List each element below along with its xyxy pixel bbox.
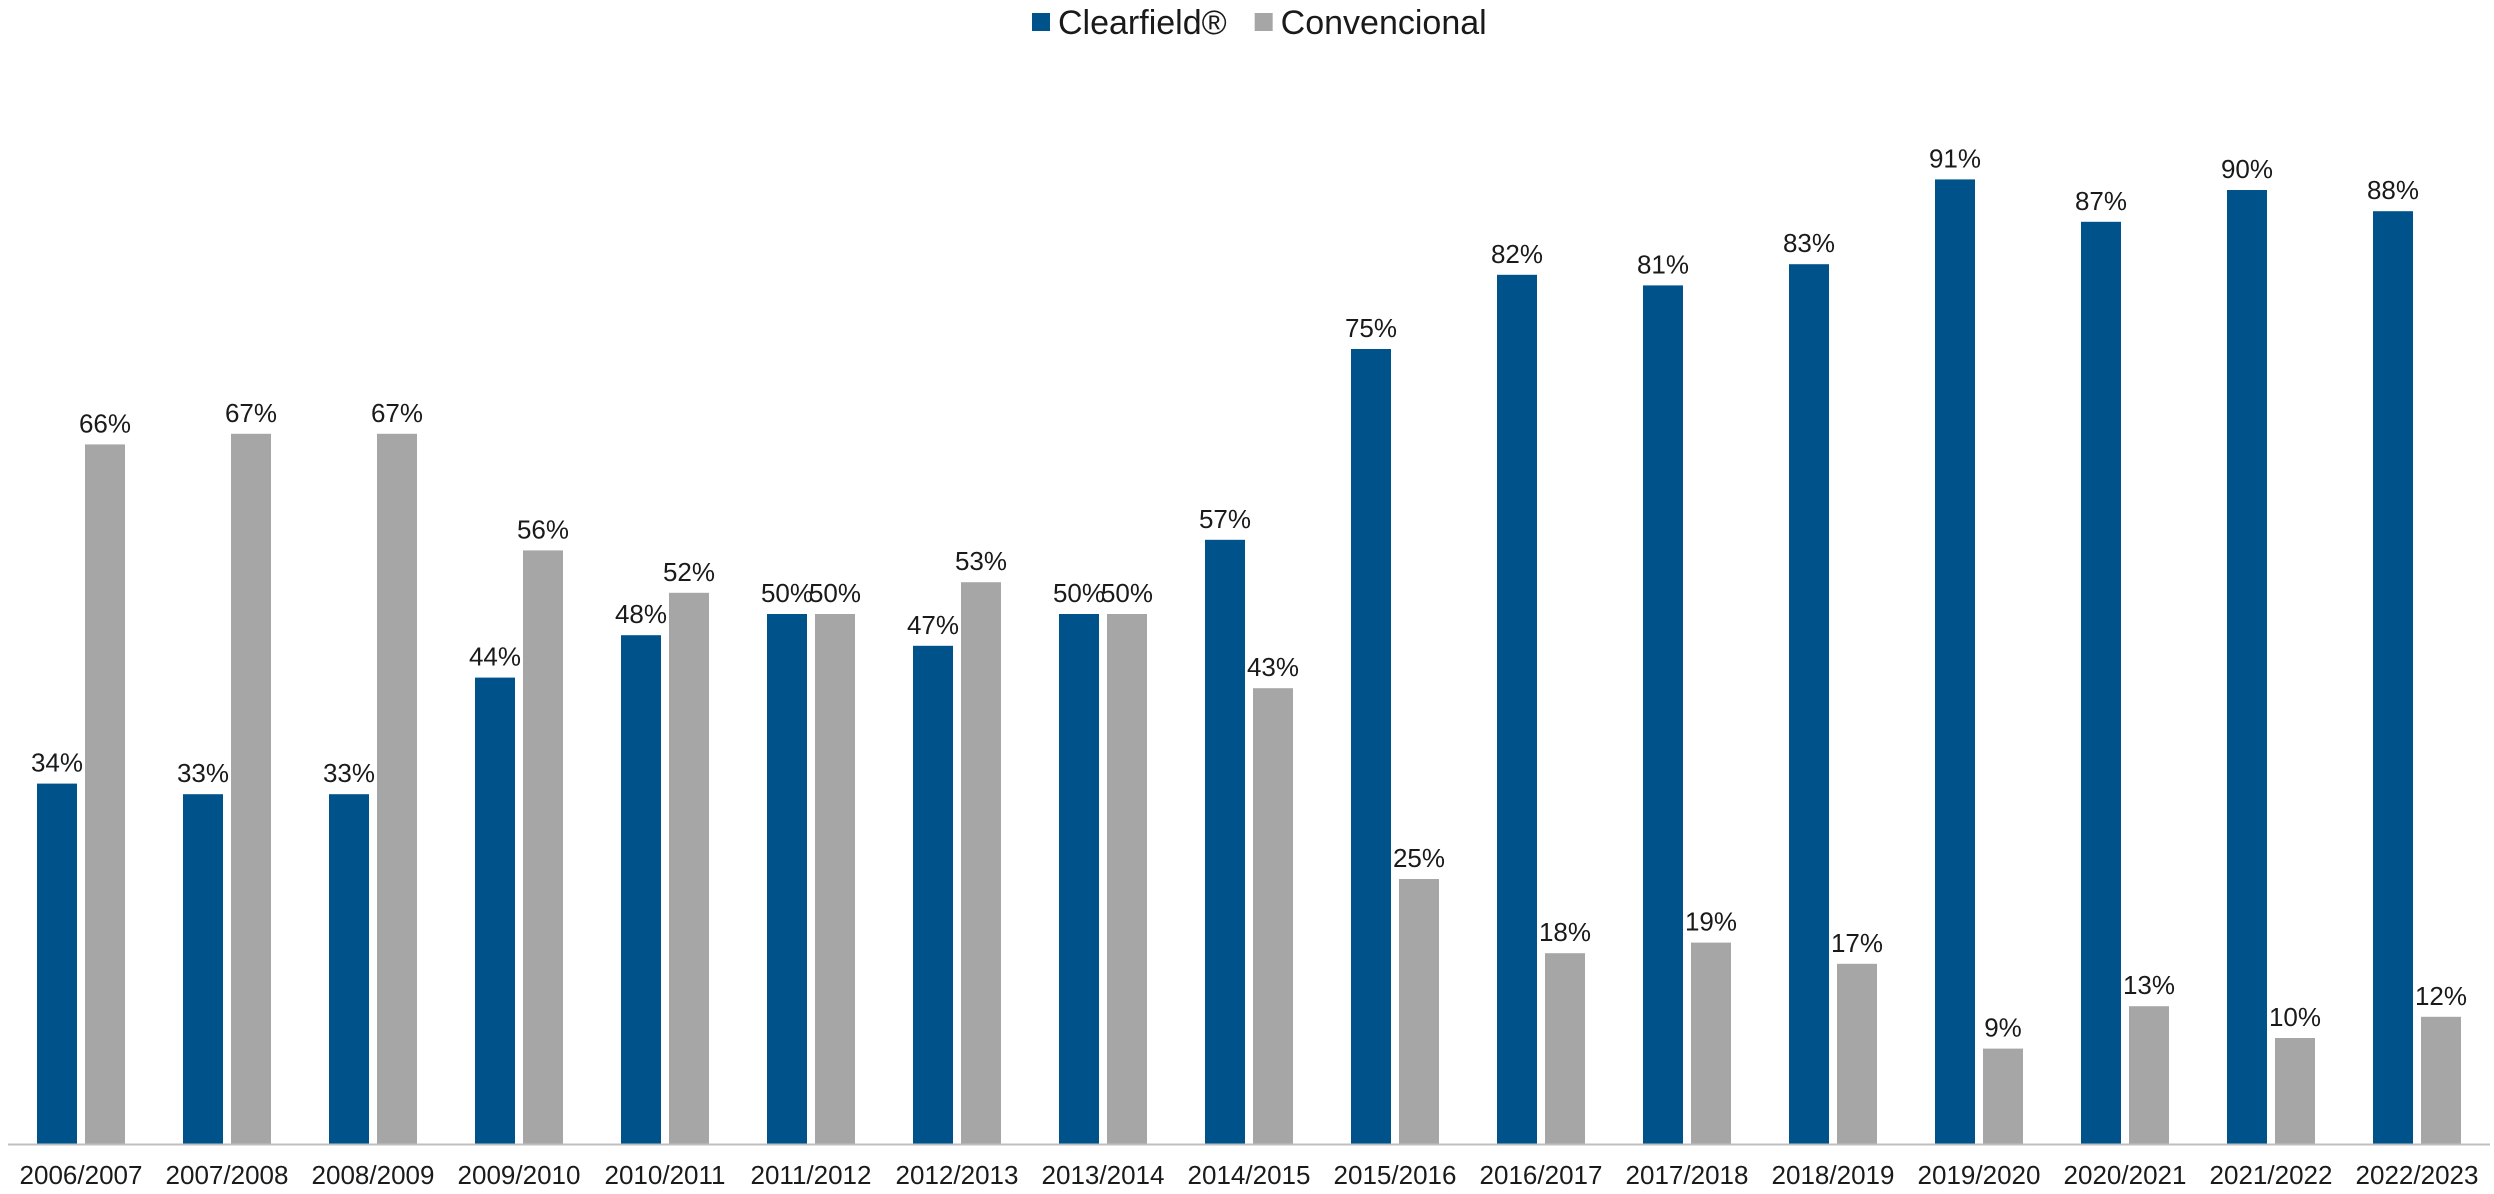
chart-bars [37, 179, 2461, 1145]
legend-swatch-clearfield [1032, 13, 1050, 31]
bar-convencional-2007-2008 [231, 433, 271, 1144]
data-label-clearfield-2007-2008: 33% [177, 758, 229, 788]
data-label-convencional-2017-2018: 19% [1685, 907, 1737, 937]
x-tick-label-2021-2022: 2021/2022 [2210, 1160, 2333, 1190]
bar-clearfield-2010-2011 [621, 635, 661, 1144]
x-tick-label-2008-2009: 2008/2009 [312, 1160, 435, 1190]
x-tick-label-2011-2012: 2011/2012 [751, 1160, 872, 1190]
bar-clearfield-2007-2008 [183, 794, 223, 1144]
bar-clearfield-2009-2010 [475, 677, 515, 1144]
x-tick-label-2017-2018: 2017/2018 [1626, 1160, 1749, 1190]
bar-convencional-2022-2023 [2421, 1016, 2461, 1144]
data-label-convencional-2013-2014: 50% [1101, 578, 1153, 608]
bar-clearfield-2014-2015 [1205, 539, 1245, 1144]
chart-data-labels: 34%66%33%67%33%67%44%56%48%52%50%50%47%5… [31, 143, 2467, 1042]
bar-convencional-2009-2010 [523, 550, 563, 1144]
bar-clearfield-2020-2021 [2081, 221, 2121, 1145]
data-label-convencional-2016-2017: 18% [1539, 917, 1591, 947]
data-label-clearfield-2014-2015: 57% [1199, 504, 1251, 534]
data-label-clearfield-2019-2020: 91% [1929, 143, 1981, 173]
data-label-convencional-2019-2020: 9% [1984, 1013, 2022, 1043]
x-tick-label-2018-2019: 2018/2019 [1772, 1160, 1895, 1190]
bar-clearfield-2008-2009 [329, 794, 369, 1144]
data-label-clearfield-2022-2023: 88% [2367, 175, 2419, 205]
bar-clearfield-2013-2014 [1059, 614, 1099, 1144]
x-tick-label-2006-2007: 2006/2007 [20, 1160, 143, 1190]
data-label-convencional-2012-2013: 53% [955, 546, 1007, 576]
bar-clearfield-2022-2023 [2373, 211, 2413, 1144]
bar-clearfield-2021-2022 [2227, 190, 2267, 1144]
bar-convencional-2014-2015 [1253, 688, 1293, 1144]
data-label-clearfield-2017-2018: 81% [1637, 249, 1689, 279]
data-label-clearfield-2016-2017: 82% [1491, 239, 1543, 269]
bar-convencional-2012-2013 [961, 582, 1001, 1144]
data-label-clearfield-2021-2022: 90% [2221, 154, 2273, 184]
bar-convencional-2016-2017 [1545, 953, 1585, 1144]
data-label-convencional-2015-2016: 25% [1393, 843, 1445, 873]
legend-label-clearfield: Clearfield® [1058, 4, 1227, 42]
data-label-clearfield-2013-2014: 50% [1053, 578, 1105, 608]
x-tick-label-2020-2021: 2020/2021 [2064, 1160, 2187, 1190]
data-label-clearfield-2018-2019: 83% [1783, 228, 1835, 258]
data-label-convencional-2008-2009: 67% [371, 398, 423, 428]
data-label-convencional-2009-2010: 56% [517, 514, 569, 544]
data-label-convencional-2011-2012: 50% [809, 578, 861, 608]
data-label-clearfield-2006-2007: 34% [31, 748, 83, 778]
bar-clearfield-2018-2019 [1789, 264, 1829, 1144]
x-tick-label-2016-2017: 2016/2017 [1480, 1160, 1603, 1190]
data-label-clearfield-2010-2011: 48% [615, 599, 667, 629]
data-label-convencional-2020-2021: 13% [2123, 970, 2175, 1000]
bar-clearfield-2012-2013 [913, 645, 953, 1144]
data-label-clearfield-2008-2009: 33% [323, 758, 375, 788]
bar-convencional-2015-2016 [1399, 879, 1439, 1144]
x-tick-label-2007-2008: 2007/2008 [166, 1160, 289, 1190]
bar-clearfield-2015-2016 [1351, 349, 1391, 1144]
data-label-convencional-2021-2022: 10% [2269, 1002, 2321, 1032]
data-label-clearfield-2009-2010: 44% [469, 642, 521, 672]
bar-clearfield-2019-2020 [1935, 179, 1975, 1144]
data-label-convencional-2007-2008: 67% [225, 398, 277, 428]
chart-legend: Clearfield® Convencional [1032, 4, 1487, 42]
x-tick-label-2015-2016: 2015/2016 [1334, 1160, 1457, 1190]
x-tick-label-2022-2023: 2022/2023 [2356, 1160, 2479, 1190]
data-label-convencional-2010-2011: 52% [663, 557, 715, 587]
legend-swatch-convencional [1254, 13, 1273, 31]
bar-convencional-2011-2012 [815, 614, 855, 1144]
bar-clearfield-2016-2017 [1497, 274, 1537, 1144]
x-axis-tick-labels: 2006/2007 2007/2008 2008/2009 2009/2010 2010… [20, 1160, 2479, 1190]
data-label-clearfield-2020-2021: 87% [2075, 186, 2127, 216]
bar-clearfield-2006-2007 [37, 783, 77, 1144]
x-tick-label-2013-2014: 2013/2014 [1042, 1160, 1165, 1190]
data-label-convencional-2022-2023: 12% [2415, 981, 2467, 1011]
bar-clearfield-2011-2012 [767, 614, 807, 1144]
data-label-convencional-2018-2019: 17% [1831, 928, 1883, 958]
x-tick-label-2014-2015: 2014/2015 [1188, 1160, 1311, 1190]
bar-convencional-2019-2020 [1983, 1048, 2023, 1144]
data-label-clearfield-2015-2016: 75% [1345, 313, 1397, 343]
x-tick-label-2012-2013: 2012/2013 [896, 1160, 1019, 1190]
bar-convencional-2021-2022 [2275, 1038, 2315, 1144]
legend-label-convencional: Convencional [1281, 4, 1487, 42]
bar-convencional-2018-2019 [1837, 963, 1877, 1144]
bar-clearfield-2017-2018 [1643, 285, 1683, 1144]
data-label-clearfield-2011-2012: 50% [761, 578, 813, 608]
bar-convencional-2008-2009 [377, 433, 417, 1144]
data-label-clearfield-2012-2013: 47% [907, 610, 959, 640]
bar-convencional-2017-2018 [1691, 942, 1731, 1144]
bar-convencional-2006-2007 [85, 444, 125, 1144]
x-tick-label-2009-2010: 2009/2010 [458, 1160, 581, 1190]
x-tick-label-2010-2011: 2010/2011 [605, 1160, 726, 1190]
bar-convencional-2010-2011 [669, 592, 709, 1144]
data-label-convencional-2014-2015: 43% [1247, 652, 1299, 682]
x-tick-label-2019-2020: 2019/2020 [1918, 1160, 2041, 1190]
bar-convencional-2020-2021 [2129, 1006, 2169, 1144]
bar-convencional-2013-2014 [1107, 614, 1147, 1144]
data-label-convencional-2006-2007: 66% [79, 408, 131, 438]
